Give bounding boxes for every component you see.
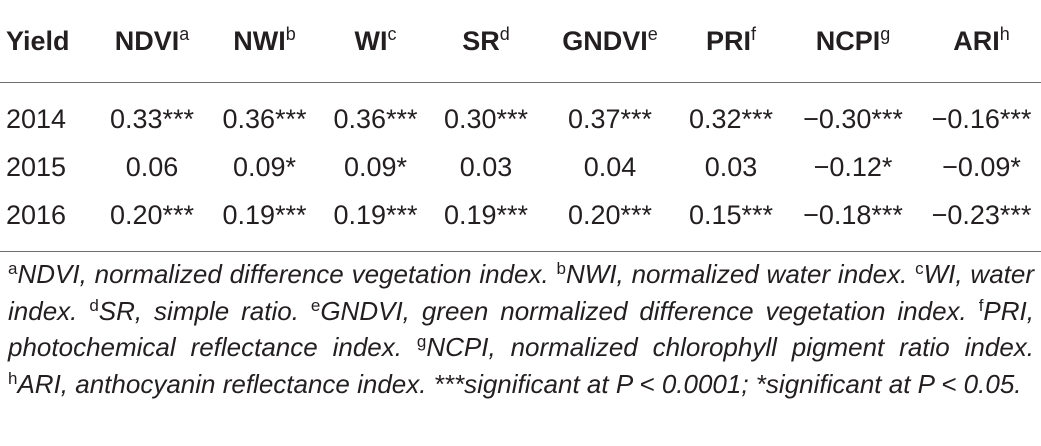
column-header-pri: PRIf bbox=[678, 0, 784, 83]
footnote-a: aNDVI, normalized difference vegetation … bbox=[8, 259, 557, 289]
table-row-2014: 2014 0.33*** 0.36*** 0.36*** 0.30*** 0.3… bbox=[0, 83, 1041, 144]
table-row-2016: 2016 0.20*** 0.19*** 0.19*** 0.19*** 0.2… bbox=[0, 191, 1041, 252]
table-cell: 0.15*** bbox=[678, 191, 784, 252]
footnote-marker: a bbox=[8, 259, 18, 278]
footnote-e: eGNDVI, green normalized difference vege… bbox=[311, 296, 979, 326]
correlation-table: Yield NDVIa NWIb WIc SRd GNDVIe PRIf NCP… bbox=[0, 0, 1041, 252]
footnote-text: NWI, normalized water index. bbox=[566, 259, 916, 289]
header-label: ARI bbox=[953, 25, 1000, 56]
footnote-text: PRI, photochemical reflectance index. bbox=[8, 295, 1034, 363]
table-cell-year: 2014 bbox=[6, 103, 67, 134]
table-cell-year: 2016 bbox=[0, 191, 96, 252]
table-cell: 0.19*** bbox=[321, 191, 430, 252]
table-cell: 0.04 bbox=[583, 151, 637, 182]
table-cell: 0.09* bbox=[232, 151, 297, 182]
table-footnotes: aNDVI, normalized difference vegetation … bbox=[8, 256, 1034, 402]
header-footnote-marker: e bbox=[647, 23, 658, 44]
footnote-f: fPRI, photochemical reflectance index. bbox=[8, 296, 1034, 363]
footnote-significance: ***significant at P < 0.0001; *significa… bbox=[434, 369, 1022, 399]
table-cell: −0.09* bbox=[942, 151, 1021, 182]
table-cell: −0.12* bbox=[813, 151, 893, 182]
footnote-text: GNDVI, green normalized difference veget… bbox=[320, 295, 979, 326]
footnote-b: bNWI, normalized water index. bbox=[557, 259, 916, 289]
footnote-g: gNCPI, normalized chlorophyll pigment ra… bbox=[417, 332, 1034, 362]
footnote-text: WI, water index. bbox=[8, 259, 1034, 326]
table-cell: 0.30*** bbox=[443, 103, 529, 134]
table-cell: 0.20*** bbox=[542, 191, 678, 252]
table-cell: −0.16*** bbox=[931, 103, 1032, 134]
footnote-marker: g bbox=[416, 332, 427, 351]
header-label: NCPI bbox=[815, 25, 881, 56]
footnote-text: NCPI, normalized chlorophyll pigment rat… bbox=[426, 332, 1035, 362]
footnote-h: hARI, anthocyanin reflectance index. bbox=[8, 369, 434, 399]
header-label: SR bbox=[462, 25, 500, 56]
column-header-gndvi: GNDVIe bbox=[542, 0, 678, 83]
table-cell: 0.20*** bbox=[96, 191, 208, 252]
footnote-text: ARI, anthocyanin reflectance index. bbox=[17, 368, 434, 399]
header-footnote-marker: b bbox=[285, 23, 296, 44]
footnote-marker: b bbox=[556, 259, 567, 278]
column-header-nwi: NWIb bbox=[208, 0, 321, 83]
header-footnote-marker: h bbox=[999, 23, 1010, 44]
footnote-text: SR, simple ratio. bbox=[98, 295, 311, 326]
header-label: Yield bbox=[6, 25, 70, 56]
table-cell: 0.03 bbox=[704, 151, 758, 182]
footnote-c: cWI, water index. bbox=[8, 259, 1034, 326]
table-cell: 0.32*** bbox=[688, 103, 774, 134]
footnote-marker: h bbox=[8, 368, 18, 388]
column-header-ari: ARIh bbox=[922, 0, 1041, 83]
footnote-marker: d bbox=[89, 295, 99, 315]
table-cell: 0.33*** bbox=[109, 103, 195, 134]
header-label: GNDVI bbox=[562, 25, 648, 56]
table-cell: 0.03 bbox=[459, 151, 513, 182]
table-cell: 0.36*** bbox=[333, 103, 418, 134]
table-cell-year: 2015 bbox=[6, 151, 67, 182]
footnote-marker: f bbox=[978, 295, 984, 315]
footnote-d: dSR, simple ratio. bbox=[89, 296, 311, 326]
table-cell: 0.19*** bbox=[430, 191, 542, 252]
header-label: PRI bbox=[705, 25, 751, 56]
header-footnote-marker: c bbox=[387, 23, 397, 44]
footnote-marker: e bbox=[310, 295, 321, 315]
header-footnote-marker: g bbox=[880, 23, 891, 44]
footnote-marker: c bbox=[915, 259, 924, 278]
header-label: NWI bbox=[233, 25, 286, 56]
table-cell: −0.23*** bbox=[922, 191, 1041, 252]
table-cell: −0.30*** bbox=[803, 103, 903, 134]
table-cell: −0.18*** bbox=[784, 191, 922, 252]
column-header-sr: SRd bbox=[430, 0, 542, 83]
header-footnote-marker: d bbox=[499, 23, 510, 44]
column-header-yield: Yield bbox=[0, 0, 96, 83]
header-row: Yield NDVIa NWIb WIc SRd GNDVIe PRIf NCP… bbox=[0, 0, 1041, 83]
header-label: NDVI bbox=[114, 25, 180, 56]
header-footnote-marker: a bbox=[179, 23, 190, 44]
header-label: WI bbox=[354, 25, 388, 56]
table-cell: 0.36*** bbox=[222, 103, 307, 134]
table-cell: 0.06 bbox=[125, 151, 179, 182]
table-cell: 0.19*** bbox=[208, 191, 321, 252]
table-cell: 0.09* bbox=[343, 151, 408, 182]
header-footnote-marker: f bbox=[751, 23, 757, 44]
column-header-wi: WIc bbox=[321, 0, 430, 83]
column-header-ncpi: NCPIg bbox=[784, 0, 922, 83]
footnote-text: ***significant at P < 0.0001; *significa… bbox=[433, 368, 1022, 399]
column-header-ndvi: NDVIa bbox=[96, 0, 208, 83]
footnote-text: NDVI, normalized difference vegetation i… bbox=[17, 259, 557, 289]
table-row-2015: 2015 0.06 0.09* 0.09* 0.03 0.04 0.03 −0.… bbox=[0, 143, 1041, 191]
table-cell: 0.37*** bbox=[567, 103, 653, 134]
